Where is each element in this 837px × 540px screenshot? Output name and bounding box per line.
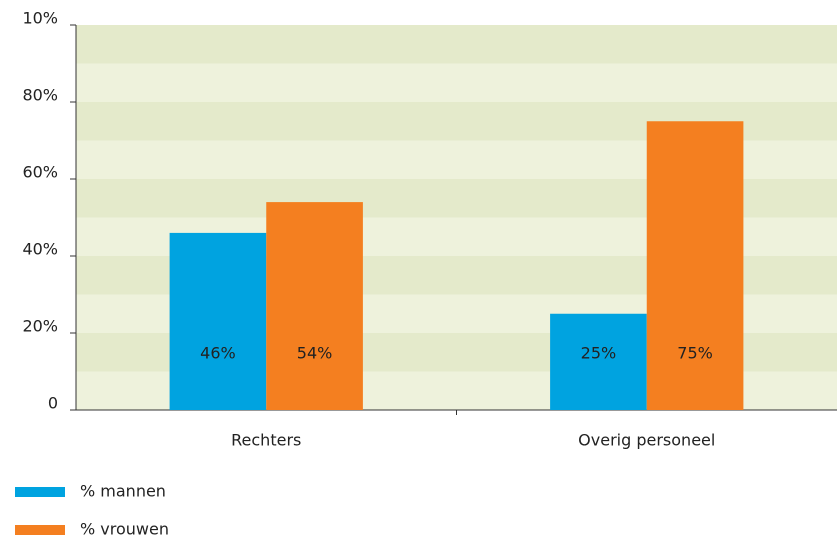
legend-label: % mannen [80, 482, 166, 501]
y-tick-label: 60% [22, 163, 58, 182]
y-tick-label: 40% [22, 240, 58, 259]
y-tick-label: 20% [22, 317, 58, 336]
legend-swatch [15, 525, 65, 535]
bar [169, 232, 267, 410]
y-tick-label: 0 [48, 394, 58, 413]
bar [550, 313, 647, 410]
bar [646, 121, 744, 410]
value-label: 54% [297, 344, 333, 363]
bar [266, 202, 363, 410]
x-tick-label: Rechters [231, 431, 301, 450]
y-tick-label: 10% [22, 9, 58, 28]
legend-label: % vrouwen [80, 520, 169, 539]
value-label: 46% [200, 344, 236, 363]
stripe [76, 63, 837, 102]
value-label: 25% [581, 344, 617, 363]
y-tick-label: 80% [22, 86, 58, 105]
x-tick-label: Overig personeel [578, 431, 715, 450]
stripe [76, 25, 837, 64]
value-label: 75% [677, 344, 713, 363]
legend-swatch [15, 487, 65, 497]
